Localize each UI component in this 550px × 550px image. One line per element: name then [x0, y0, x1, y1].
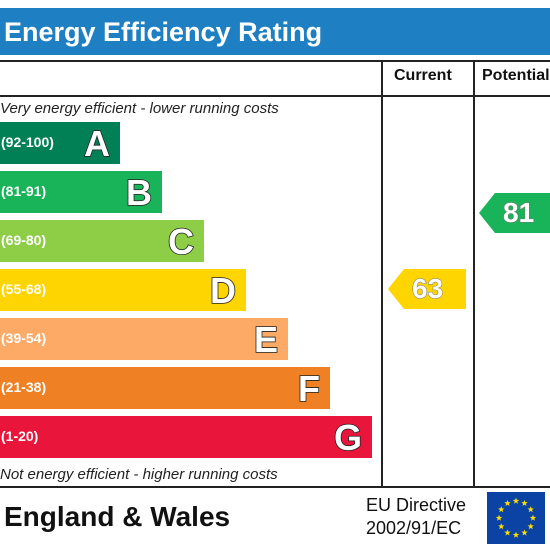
band-range: (21-38)	[1, 379, 47, 395]
band-c: (69-80) C	[0, 220, 204, 263]
band-g: (1-20) G	[0, 416, 372, 459]
band-range: (1-20)	[1, 428, 39, 444]
eu-star-icon	[512, 497, 520, 504]
band-letter: B	[125, 171, 153, 214]
potential-rating-value: 81	[502, 197, 535, 229]
band-letter: F	[297, 367, 321, 410]
band-letter: C	[167, 220, 195, 263]
current-arrow-shape	[388, 269, 466, 309]
column-header-current: Current	[394, 67, 452, 84]
current-rating-value: 63	[411, 273, 444, 305]
eu-star-icon	[521, 499, 528, 507]
band-b: (81-91) B	[0, 171, 162, 214]
band-e: (39-54) E	[0, 318, 288, 361]
band-letter: G	[333, 416, 363, 459]
eu-star-icon	[527, 523, 534, 530]
region-label: England & Wales	[4, 501, 231, 532]
band-a: (92-100) A	[0, 122, 120, 165]
potential-arrow-shape	[479, 193, 550, 233]
eu-star-icon	[527, 506, 534, 513]
eu-flag-icon	[487, 492, 545, 544]
band-letter: E	[253, 318, 279, 361]
eu-star-icon	[504, 529, 511, 536]
eu-star-icon	[521, 529, 528, 536]
potential-rating-arrow: 81	[479, 193, 550, 233]
top-note: Very energy efficient - lower running co…	[0, 100, 279, 117]
band-letter: A	[83, 122, 111, 165]
eu-stars	[495, 497, 537, 538]
band-range: (55-68)	[1, 281, 47, 297]
band-d: (55-68) D	[0, 269, 246, 312]
eu-star-icon	[498, 506, 505, 513]
divider-current	[381, 60, 383, 488]
eu-star-icon	[495, 514, 503, 521]
band-letter: D	[209, 269, 237, 312]
chart-frame	[0, 60, 550, 488]
divider-potential	[473, 60, 475, 488]
eu-star-icon	[529, 514, 537, 521]
eu-star-icon	[498, 523, 505, 530]
chart-title: Energy Efficiency Rating	[4, 17, 323, 47]
title-bar: Energy Efficiency Rating	[0, 8, 550, 55]
eu-star-icon	[512, 531, 520, 538]
band-f: (21-38) F	[0, 367, 330, 410]
directive-line-2: 2002/91/EC	[366, 518, 462, 538]
bottom-note: Not energy efficient - higher running co…	[0, 466, 278, 483]
eu-star-icon	[504, 499, 511, 507]
column-header-potential: Potential	[482, 67, 550, 84]
header-divider	[0, 95, 550, 97]
current-rating-arrow: 63	[388, 269, 468, 309]
band-range: (81-91)	[1, 183, 47, 199]
band-range: (69-80)	[1, 232, 47, 248]
band-range: (92-100)	[1, 134, 54, 150]
band-range: (39-54)	[1, 330, 47, 346]
directive-line-1: EU Directive	[366, 495, 467, 515]
